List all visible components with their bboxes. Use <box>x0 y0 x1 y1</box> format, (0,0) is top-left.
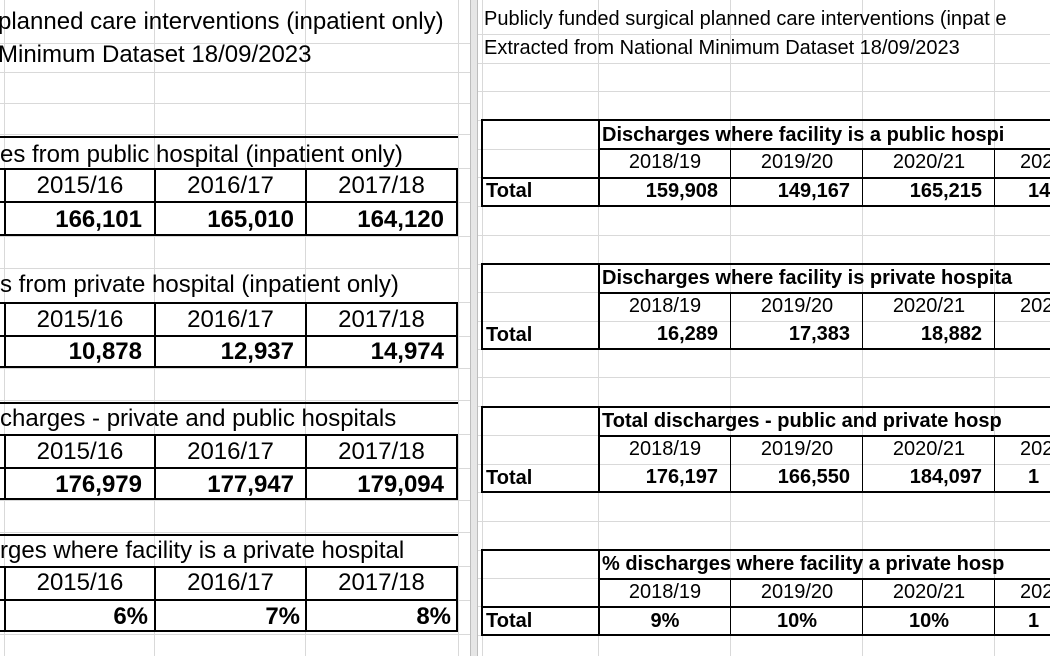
right-table3-year-3: 2020/21 <box>892 438 966 460</box>
left-title-line2: Minimum Dataset 18/09/2023 <box>0 41 312 68</box>
right-table3-value-1: 176,197 <box>645 466 718 488</box>
right-table1-box <box>481 119 1050 207</box>
right-table1-year-1: 2018/19 <box>628 151 702 173</box>
left-table4-year-1: 2015/16 <box>36 569 124 596</box>
right-table4-year-2: 2019/20 <box>760 581 834 603</box>
left-table2-value-2: 12,937 <box>220 338 294 365</box>
right-table3-row-label: Total <box>486 467 533 489</box>
right-table1-heading: Discharges where facility is a public ho… <box>602 124 1005 146</box>
left-table4-value-2: 7% <box>265 603 300 630</box>
right-table4-row-label: Total <box>486 610 533 632</box>
pane-splitter[interactable] <box>470 0 478 656</box>
left-table1-value-1: 166,101 <box>55 206 142 233</box>
left-table2-year-2: 2016/17 <box>187 306 274 333</box>
left-spreadsheet-pane[interactable]: planned care interventions (inpatient on… <box>0 0 470 656</box>
left-title-line1: planned care interventions (inpatient on… <box>0 8 444 35</box>
right-table3-value-4: 1 <box>1028 466 1040 488</box>
left-table1-heading: es from public hospital (inpatient only) <box>0 141 403 168</box>
right-table1-value-4: 14 <box>1028 180 1050 202</box>
left-table2-value-1: 10,878 <box>68 338 142 365</box>
left-table4-value-1: 6% <box>113 603 148 630</box>
right-table4-box <box>481 549 1050 636</box>
left-table1-year-1: 2015/16 <box>36 172 124 199</box>
right-table1-year-2: 2019/20 <box>760 151 834 173</box>
left-table3-value-3: 179,094 <box>357 471 444 498</box>
right-table2-value-1: 16,289 <box>656 323 718 345</box>
right-title-line2: Extracted from National Minimum Dataset … <box>484 37 960 59</box>
left-table3-year-2: 2016/17 <box>187 438 274 465</box>
left-table4-heading: rges where facility is a private hospita… <box>0 537 405 564</box>
left-table3-value-2: 177,947 <box>207 471 294 498</box>
left-table4-year-3: 2017/18 <box>338 569 425 596</box>
right-table4-year-3: 2020/21 <box>892 581 966 603</box>
right-table2-year-1: 2018/19 <box>628 295 702 317</box>
left-table1-year-2: 2016/17 <box>187 172 274 199</box>
right-table2-value-3: 18,882 <box>920 323 982 345</box>
right-table4-value-1: 9% <box>650 610 680 632</box>
right-title-line1: Publicly funded surgical planned care in… <box>484 8 1007 30</box>
right-table2-year-2: 2019/20 <box>760 295 834 317</box>
right-table2-value-2: 17,383 <box>788 323 850 345</box>
right-table4-value-2: 10% <box>776 610 818 632</box>
right-table4-value-3: 10% <box>908 610 950 632</box>
right-table3-year-2: 2019/20 <box>760 438 834 460</box>
right-table4-year-4: 202 <box>1020 581 1050 603</box>
right-table1-value-3: 165,215 <box>909 180 982 202</box>
right-table4-heading: % discharges where facility a private ho… <box>602 553 1005 575</box>
right-table2-heading: Discharges where facility is private hos… <box>602 267 1013 289</box>
right-table3-year-1: 2018/19 <box>628 438 702 460</box>
right-table1-row-label: Total <box>486 180 533 202</box>
left-table2-year-1: 2015/16 <box>36 306 124 333</box>
right-table2-year-4: 202 <box>1020 295 1050 317</box>
right-table3-heading: Total discharges - public and private ho… <box>602 410 1002 432</box>
left-table3-value-1: 176,979 <box>55 471 142 498</box>
right-spreadsheet-pane[interactable]: Publicly funded surgical planned care in… <box>478 0 1050 656</box>
right-table2-box <box>481 263 1050 350</box>
right-table1-year-4: 202 <box>1020 151 1050 173</box>
left-table1-value-3: 164,120 <box>357 206 444 233</box>
right-table1-year-3: 2020/21 <box>892 151 966 173</box>
left-table4-year-2: 2016/17 <box>187 569 274 596</box>
left-table1-value-2: 165,010 <box>207 206 294 233</box>
left-table2-heading: s from private hospital (inpatient only) <box>0 271 399 298</box>
right-table3-year-4: 202 <box>1020 438 1050 460</box>
right-table1-value-2: 149,167 <box>777 180 850 202</box>
left-table2-value-3: 14,974 <box>370 338 444 365</box>
right-table3-value-3: 184,097 <box>909 466 982 488</box>
right-table1-value-1: 159,908 <box>645 180 718 202</box>
right-table4-year-1: 2018/19 <box>628 581 702 603</box>
right-table2-year-3: 2020/21 <box>892 295 966 317</box>
left-table3-year-1: 2015/16 <box>36 438 124 465</box>
left-table4-value-3: 8% <box>416 603 451 630</box>
right-table4-value-4: 1 <box>1028 610 1040 632</box>
left-table3-heading: charges - private and public hospitals <box>0 405 397 432</box>
left-table1-year-3: 2017/18 <box>338 172 425 199</box>
right-table3-box <box>481 406 1050 493</box>
right-table3-value-2: 166,550 <box>777 466 850 488</box>
left-table2-year-3: 2017/18 <box>338 306 425 333</box>
left-table3-year-3: 2017/18 <box>338 438 425 465</box>
right-table2-row-label: Total <box>486 324 533 346</box>
